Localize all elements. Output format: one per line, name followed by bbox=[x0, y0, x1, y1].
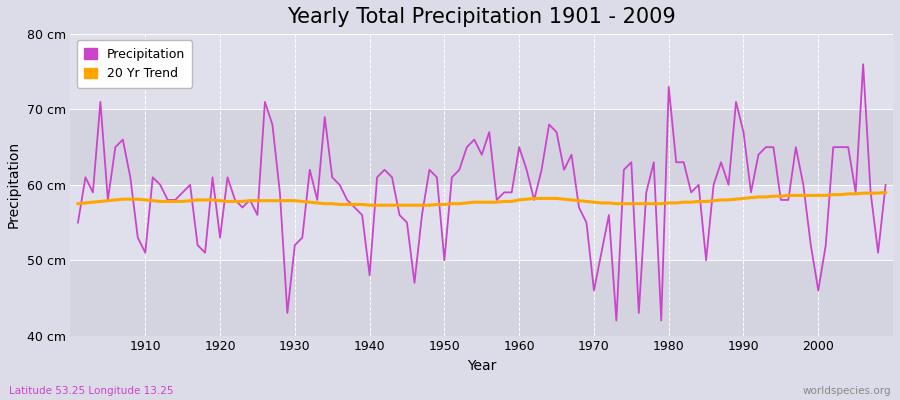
Line: 20 Yr Trend: 20 Yr Trend bbox=[78, 192, 886, 205]
20 Yr Trend bbox=[342, 202, 353, 207]
20 Yr Trend bbox=[364, 203, 375, 208]
Precipitation bbox=[507, 190, 517, 195]
Legend: Precipitation, 20 Yr Trend: Precipitation, 20 Yr Trend bbox=[76, 40, 193, 88]
X-axis label: Year: Year bbox=[467, 359, 497, 373]
Precipitation bbox=[132, 235, 143, 240]
20 Yr Trend bbox=[132, 197, 143, 202]
Bar bbox=[70, 110, 893, 185]
Title: Yearly Total Precipitation 1901 - 2009: Yearly Total Precipitation 1901 - 2009 bbox=[287, 7, 676, 27]
Text: worldspecies.org: worldspecies.org bbox=[803, 386, 891, 396]
Precipitation bbox=[297, 235, 308, 240]
Y-axis label: Precipitation: Precipitation bbox=[7, 141, 21, 228]
Precipitation bbox=[858, 62, 868, 67]
20 Yr Trend bbox=[521, 197, 532, 202]
Bar bbox=[70, 260, 893, 336]
Bar bbox=[70, 185, 893, 260]
20 Yr Trend bbox=[611, 201, 622, 206]
20 Yr Trend bbox=[880, 190, 891, 195]
Precipitation bbox=[880, 182, 891, 187]
20 Yr Trend bbox=[297, 199, 308, 204]
Precipitation bbox=[342, 198, 353, 202]
Line: Precipitation: Precipitation bbox=[78, 64, 886, 320]
20 Yr Trend bbox=[514, 198, 525, 202]
Precipitation bbox=[514, 145, 525, 150]
20 Yr Trend bbox=[73, 201, 84, 206]
Text: Latitude 53.25 Longitude 13.25: Latitude 53.25 Longitude 13.25 bbox=[9, 386, 174, 396]
Precipitation bbox=[73, 220, 84, 225]
Precipitation bbox=[604, 213, 615, 218]
Precipitation bbox=[611, 318, 622, 323]
Bar bbox=[70, 34, 893, 110]
